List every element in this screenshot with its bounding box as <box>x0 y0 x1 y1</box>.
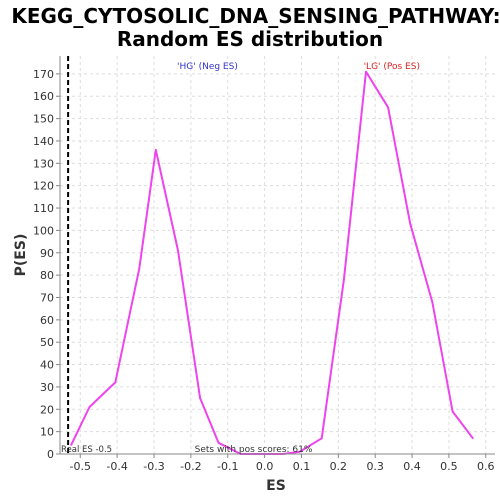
x-tick-label: 0.0 <box>256 460 274 473</box>
x-tick-label: -0.3 <box>143 460 164 473</box>
data-point <box>298 450 301 453</box>
data-point <box>114 381 117 384</box>
data-point <box>88 406 91 408</box>
x-tick-label: -0.5 <box>70 460 91 473</box>
chart-title-line2: Random ES distribution <box>117 27 383 51</box>
y-tick-label: 140 <box>33 135 54 148</box>
data-point <box>138 267 141 270</box>
data-point <box>409 222 412 225</box>
y-tick-label: 60 <box>40 314 54 327</box>
y-tick-label: 110 <box>33 202 54 215</box>
x-tick-label: 0.4 <box>403 460 421 473</box>
x-tick-label: 0.1 <box>293 460 311 473</box>
annotation-group: 'HG' (Neg ES) 'LG' (Pos ES) Sets with pos … <box>177 62 420 455</box>
x-tick-label: -0.1 <box>217 460 238 473</box>
y-tick-label: 80 <box>40 269 54 282</box>
y-tick-label: 20 <box>40 403 54 416</box>
y-tick-label: 160 <box>33 90 54 103</box>
y-tick-label: 0 <box>47 448 54 461</box>
data-point <box>217 442 220 444</box>
data-point <box>177 249 179 252</box>
y-tick-label: 30 <box>40 381 54 394</box>
data-point <box>365 70 367 73</box>
y-axis-label: P(ES) <box>13 234 29 277</box>
x-axis-label: ES <box>266 478 286 494</box>
data-point <box>320 437 323 440</box>
data-point <box>70 444 72 446</box>
real-es-label: Real ES -0.5 <box>61 445 112 455</box>
data-point <box>472 437 474 440</box>
x-tick-label: 0.6 <box>477 460 495 473</box>
data-point <box>431 301 434 303</box>
data-point <box>343 278 345 281</box>
reference-line: Real ES -0.5 <box>61 56 112 455</box>
y-tick-group: 0 10 20 30 40 50 60 70 80 90 100 110 120 130 140 150 160… <box>33 68 60 461</box>
plot-area <box>60 56 495 454</box>
x-tick-label: 0.3 <box>366 460 384 473</box>
x-tick-group: -0.5 -0.4 -0.3 -0.2 -0.1 0.0 0.1 0.2 0.3 0.4 0.5 0.… <box>70 454 495 473</box>
data-point <box>155 149 157 151</box>
y-tick-label: 50 <box>40 336 54 349</box>
chart-title-line1: KEGG_CYTOSOLIC_DNA_SENSING_PATHWAY: <box>11 4 500 28</box>
x-tick-label: -0.2 <box>180 460 201 473</box>
y-tick-label: 10 <box>40 426 54 439</box>
data-point <box>199 397 201 399</box>
annotation-label: 'HG' (Neg ES) <box>177 62 238 72</box>
y-tick-label: 90 <box>40 247 54 260</box>
y-tick-label: 100 <box>33 224 54 237</box>
y-tick-label: 150 <box>33 113 54 126</box>
axes <box>59 56 495 455</box>
data-point <box>387 106 389 109</box>
data-point <box>451 410 454 413</box>
x-tick-label: 0.2 <box>330 460 348 473</box>
x-tick-label: -0.4 <box>106 460 127 473</box>
x-tick-label: 0.5 <box>440 460 458 473</box>
annotation-label: Sets with pos scores: 61% <box>195 445 313 455</box>
y-tick-label: 120 <box>33 180 54 193</box>
y-tick-label: 40 <box>40 359 54 372</box>
annotation-label: 'LG' (Pos ES) <box>364 62 420 72</box>
y-tick-label: 70 <box>40 291 54 304</box>
y-tick-label: 170 <box>33 68 54 81</box>
y-tick-label: 130 <box>33 157 54 170</box>
